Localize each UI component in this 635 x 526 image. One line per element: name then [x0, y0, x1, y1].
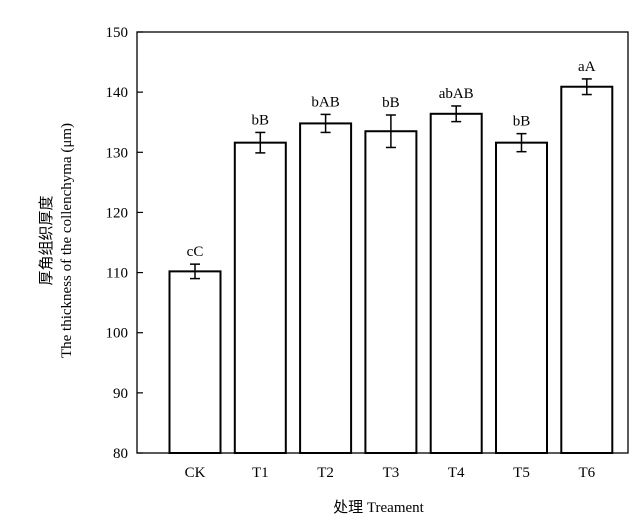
x-tick-label: T5: [513, 465, 530, 481]
significance-label: bAB: [311, 94, 339, 110]
significance-label: bB: [513, 114, 531, 130]
x-tick-label: T3: [383, 465, 400, 481]
bar: [233, 141, 287, 454]
y-tick-label: 110: [106, 266, 128, 282]
significance-label: bB: [382, 95, 400, 111]
bar: [495, 141, 548, 454]
y-axis-title-chinese: 厚角组织厚度: [38, 195, 55, 285]
significance-label: bB: [252, 112, 270, 128]
significance-label: abAB: [439, 86, 474, 102]
bar: [560, 85, 614, 454]
bar: [429, 112, 483, 455]
x-tick-label: T4: [448, 465, 465, 481]
y-tick-label: 80: [113, 446, 128, 462]
bar: [364, 130, 418, 454]
y-tick-label: 100: [106, 326, 129, 342]
y-axis-title-english: The thickness of the collenchyma (μm): [59, 123, 75, 358]
y-tick-label: 140: [106, 85, 129, 101]
bars: [168, 78, 614, 455]
y-tick-label: 120: [106, 205, 129, 221]
axes: 80 90 100 110 120 130 140 150 CK T1 T2 T3 T4 T5 T6: [106, 25, 629, 481]
bar: [168, 270, 222, 454]
bar: [299, 122, 353, 454]
x-tick-label: T6: [578, 465, 595, 481]
x-axis-title: 处理 Treament: [333, 499, 425, 516]
y-tick-label: 150: [106, 25, 129, 41]
significance-label: cC: [187, 244, 204, 260]
y-tick-label: 90: [113, 386, 128, 402]
x-tick-label: T2: [317, 465, 334, 481]
x-tick-label: CK: [185, 465, 206, 481]
x-tick-label: T1: [252, 465, 269, 481]
significance-label: aA: [578, 59, 596, 75]
annotation-labels: cC bB bAB bB abAB bB aA: [187, 59, 596, 260]
y-tick-label: 130: [106, 145, 129, 161]
